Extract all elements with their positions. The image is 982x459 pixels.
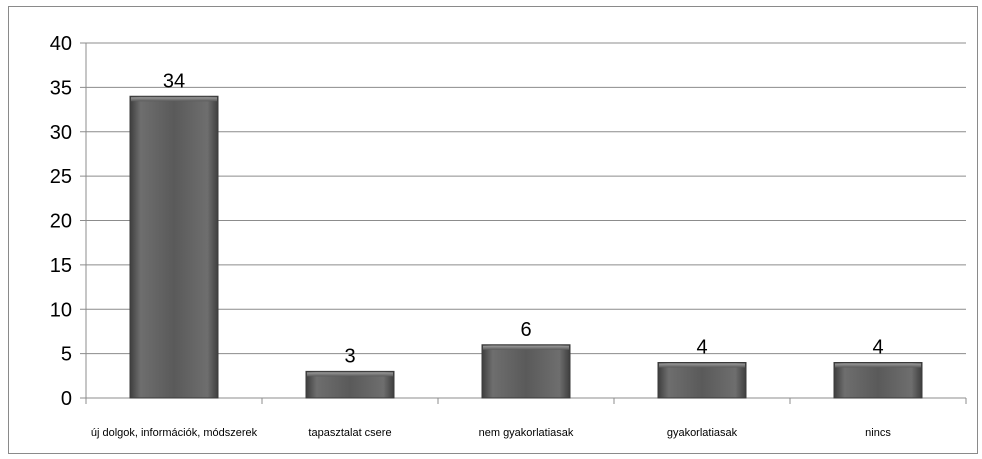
- x-tick-label: új dolgok, információk, módszerek: [91, 427, 258, 439]
- y-tick-label: 35: [50, 77, 72, 99]
- data-label: 3: [344, 345, 355, 367]
- y-tick-label: 20: [50, 211, 72, 233]
- bar-highlight: [835, 363, 921, 368]
- y-tick-label: 10: [50, 299, 72, 321]
- bars: [129, 95, 923, 399]
- x-tick-label: nem gyakorlatiasak: [479, 427, 574, 439]
- x-tick-label: tapasztalat csere: [308, 427, 391, 439]
- y-tick-label: 25: [50, 166, 72, 188]
- bar-highlight: [483, 345, 569, 350]
- bar: [657, 362, 747, 399]
- bar-highlight: [131, 97, 217, 102]
- y-tick-label: 30: [50, 122, 72, 144]
- y-tick-label: 15: [50, 255, 72, 277]
- bar-highlight: [659, 363, 745, 368]
- x-tick-label: gyakorlatiasak: [667, 427, 738, 439]
- bar-highlight: [307, 372, 393, 377]
- bar: [833, 362, 923, 399]
- data-label: 34: [163, 70, 185, 92]
- y-tick-label: 0: [61, 388, 72, 410]
- y-tick-label: 5: [61, 344, 72, 366]
- data-label: 4: [872, 337, 883, 359]
- bar: [481, 344, 571, 399]
- bar: [129, 95, 219, 399]
- x-tick-label: nincs: [865, 427, 891, 439]
- y-tick-label: 40: [50, 33, 72, 55]
- data-label: 6: [520, 319, 531, 341]
- gridlines: [86, 42, 966, 355]
- data-label: 4: [696, 337, 707, 359]
